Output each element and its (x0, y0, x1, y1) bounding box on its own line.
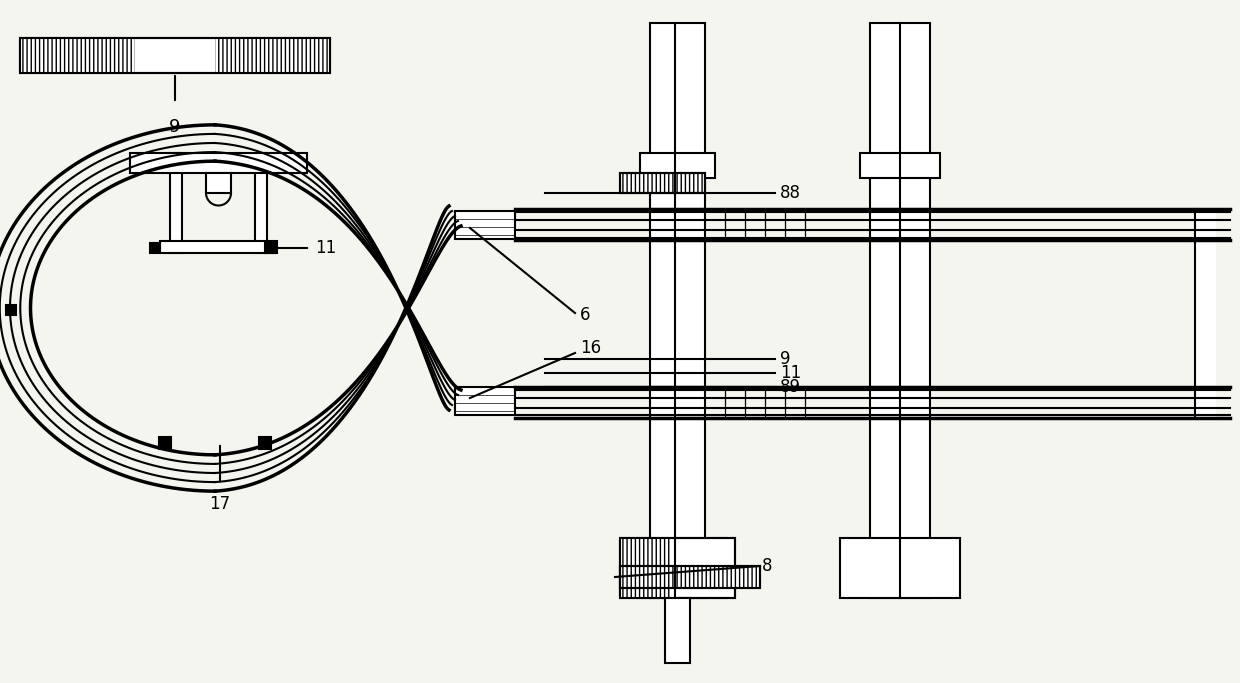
FancyBboxPatch shape (159, 437, 171, 449)
Text: 9: 9 (780, 350, 791, 368)
FancyBboxPatch shape (215, 38, 330, 73)
Text: 88: 88 (780, 184, 801, 202)
FancyBboxPatch shape (20, 38, 135, 73)
Text: 11: 11 (315, 239, 336, 257)
FancyBboxPatch shape (620, 173, 706, 193)
Text: 89: 89 (780, 378, 801, 396)
FancyBboxPatch shape (620, 566, 760, 588)
FancyBboxPatch shape (455, 211, 515, 239)
FancyBboxPatch shape (665, 598, 689, 663)
FancyBboxPatch shape (870, 23, 930, 598)
FancyBboxPatch shape (265, 243, 275, 253)
FancyBboxPatch shape (640, 153, 715, 178)
FancyBboxPatch shape (20, 38, 330, 73)
Text: 9: 9 (169, 118, 181, 136)
FancyBboxPatch shape (130, 153, 308, 173)
Text: 8: 8 (763, 557, 773, 575)
Text: 11: 11 (780, 364, 801, 382)
FancyBboxPatch shape (455, 387, 515, 415)
FancyBboxPatch shape (150, 243, 160, 253)
FancyBboxPatch shape (650, 23, 706, 598)
FancyBboxPatch shape (255, 153, 267, 253)
FancyBboxPatch shape (620, 538, 672, 598)
Text: 16: 16 (580, 339, 601, 357)
FancyBboxPatch shape (259, 437, 272, 449)
FancyBboxPatch shape (861, 153, 940, 178)
FancyBboxPatch shape (839, 538, 960, 598)
FancyBboxPatch shape (6, 305, 16, 315)
Text: 17: 17 (210, 495, 231, 513)
Text: 6: 6 (580, 306, 590, 324)
FancyBboxPatch shape (620, 538, 735, 598)
FancyBboxPatch shape (206, 173, 231, 193)
FancyBboxPatch shape (160, 241, 277, 253)
FancyBboxPatch shape (170, 153, 182, 253)
